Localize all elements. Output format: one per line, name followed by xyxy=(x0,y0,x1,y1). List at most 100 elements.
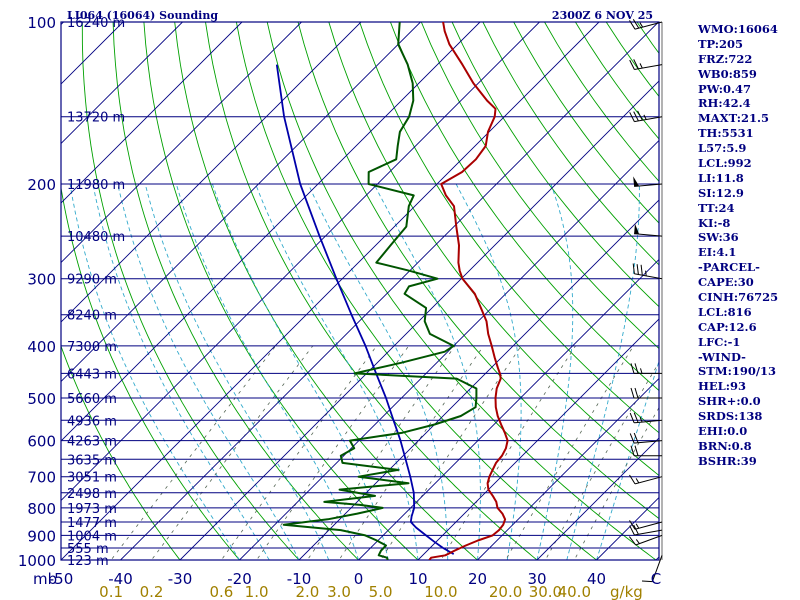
plot-frame xyxy=(60,21,660,561)
temperature-tick-label: 10 xyxy=(408,570,427,588)
chart-title: LI064 (16064) Sounding xyxy=(67,9,218,22)
height-label: 3635 m xyxy=(67,453,117,468)
sounding-index-item: -PARCEL- xyxy=(698,260,760,275)
sounding-index-item: STM:190/13 xyxy=(698,364,777,379)
dry-adiabat xyxy=(61,185,241,560)
sounding-index-item: LCL:816 xyxy=(698,304,752,319)
wind-barb xyxy=(629,412,663,424)
height-label: 1477 m xyxy=(67,516,117,531)
pressure-tick-label: 100 xyxy=(27,14,56,32)
sounding-index-item: SRDS:138 xyxy=(698,409,763,424)
isotherm xyxy=(61,22,600,560)
height-label: 10480 m xyxy=(67,230,125,245)
moist-adiabat xyxy=(175,183,359,560)
sounding-index-item: -WIND- xyxy=(698,349,746,364)
sounding-index-item: TP:205 xyxy=(698,36,744,51)
dry-adiabat xyxy=(174,22,479,560)
sounding-series xyxy=(275,22,509,560)
wind-barb xyxy=(630,387,662,399)
sounding-index-item: TT:24 xyxy=(698,200,735,215)
mixing-ratio-line xyxy=(151,345,314,560)
isotherm xyxy=(61,22,540,502)
dry-adiabat xyxy=(389,22,659,392)
isotherm xyxy=(61,22,362,323)
pressure-tick-label: 700 xyxy=(27,469,56,487)
mixing-ratio-label: 0.1 xyxy=(99,583,123,600)
height-label: 4936 m xyxy=(67,414,117,429)
sounding-index-item: EI:4.1 xyxy=(698,245,737,260)
height-label: 9290 m xyxy=(67,273,117,288)
wind-barb xyxy=(630,445,662,457)
isotherm xyxy=(239,139,659,560)
temperature-tick-label: 40 xyxy=(587,570,606,588)
mixing-ratio-label: 40.0 xyxy=(558,583,591,600)
wind-barb xyxy=(641,555,663,583)
sounding-index-item: LFC:-1 xyxy=(698,334,741,349)
dry-adiabat xyxy=(297,22,659,520)
dry-adiabat xyxy=(359,22,659,434)
isotherm xyxy=(61,22,421,383)
sounding-index-item: BSHR:39 xyxy=(698,453,757,468)
pressure-tick-label: 900 xyxy=(27,527,56,545)
sounding-index-item: CINH:76725 xyxy=(698,290,779,305)
height-label: 7300 m xyxy=(67,340,117,355)
moist-adiabat xyxy=(566,183,640,560)
sounding-index-item: L57:5.9 xyxy=(698,141,747,156)
pressure-tick-label: 800 xyxy=(27,500,56,518)
sounding-index-item: RH:42.4 xyxy=(698,96,751,111)
dry-adiabat xyxy=(112,22,360,560)
wind-barb xyxy=(629,19,663,30)
dry-adiabat xyxy=(81,22,300,560)
mixing-ratio-line xyxy=(256,345,410,560)
isotherm xyxy=(417,318,659,560)
temperature-tick-label: 20 xyxy=(468,570,487,588)
dry-adiabat xyxy=(482,22,659,266)
wind-barb xyxy=(629,524,663,536)
temperature-tick-label: -50 xyxy=(49,570,74,588)
dry-adiabat xyxy=(420,22,659,350)
pressure-tick-label: 200 xyxy=(27,176,56,194)
mixing-ratio-lines xyxy=(110,345,659,560)
sounding-index-item: LI:11.8 xyxy=(698,170,744,185)
sounding-index-item: MAXT:21.5 xyxy=(698,111,769,126)
temperature-tick-label: -30 xyxy=(168,570,193,588)
wind-barb xyxy=(629,110,663,123)
temperature-tick-label: 0 xyxy=(354,570,364,588)
sounding-index-item: WB0:859 xyxy=(698,66,757,81)
sounding-indices: WMO:16064 TP:205 FRZ:722 WB0:859 PW:0.47 RH:4… xyxy=(698,22,798,469)
wind-barb xyxy=(629,520,663,530)
sounding-index-item: CAPE:30 xyxy=(698,275,754,290)
sounding-index-item: TH:5531 xyxy=(698,126,754,141)
isotherm xyxy=(0,22,4,560)
sounding-index-item: HEL:93 xyxy=(698,379,746,394)
pressure-tick-label: 1000 xyxy=(18,552,56,570)
sounding-index-item: SW:36 xyxy=(698,230,739,245)
moist-adiabat xyxy=(596,359,659,560)
height-label: 13720 m xyxy=(67,111,125,126)
sounding-index-item: LCL:992 xyxy=(698,156,752,171)
mixing-ratio-label: 3.0 xyxy=(327,583,351,600)
isotherm xyxy=(120,22,659,560)
sounding-index-item: SI:12.9 xyxy=(698,185,744,200)
height-label: 11980 m xyxy=(67,178,125,193)
isotherm xyxy=(358,258,659,560)
pressure-unit-label: mb xyxy=(33,570,57,588)
temperature-trace xyxy=(428,22,509,560)
height-label: 1973 m xyxy=(67,502,117,517)
isotherms xyxy=(0,22,659,560)
pressure-tick-label: 300 xyxy=(27,271,56,289)
mixing-ratio-label: 0.6 xyxy=(209,583,233,600)
sounding-index-item: CAP:12.6 xyxy=(698,319,757,334)
sounding-index-item: KI:-8 xyxy=(698,215,731,230)
wind-barb xyxy=(629,59,663,70)
height-label: 6443 m xyxy=(67,367,117,382)
mixing-ratio-label: 20.0 xyxy=(489,583,522,600)
wind-barb xyxy=(634,223,663,237)
wind-barb xyxy=(629,534,663,546)
dry-adiabat xyxy=(143,22,419,560)
wind-barb xyxy=(632,263,663,280)
dewpoint-trace xyxy=(282,22,478,560)
sounding-index-item: PW:0.47 xyxy=(698,81,752,96)
pressure-tick-label: 500 xyxy=(27,390,56,408)
